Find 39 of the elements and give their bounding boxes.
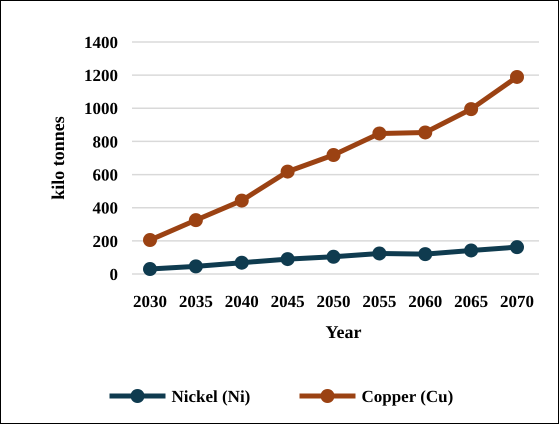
y-tick-label: 1400 bbox=[84, 32, 118, 52]
point bbox=[280, 164, 295, 179]
point bbox=[418, 125, 432, 140]
point bbox=[143, 262, 157, 276]
point bbox=[234, 194, 249, 208]
point bbox=[326, 148, 340, 162]
x-tick-label: 2030 bbox=[133, 292, 167, 311]
y-tick-label: 600 bbox=[92, 166, 118, 185]
point bbox=[188, 213, 203, 228]
point bbox=[234, 256, 249, 270]
legend-label: Nickel (Ni) bbox=[172, 386, 250, 406]
x-tick-label: 2040 bbox=[224, 292, 259, 311]
point bbox=[464, 102, 478, 116]
y-tick-label: 1000 bbox=[84, 99, 118, 118]
point bbox=[372, 126, 386, 140]
y-tick-label: 0 bbox=[110, 264, 118, 284]
legend-label: Copper (Cu) bbox=[362, 386, 454, 406]
point bbox=[280, 252, 295, 266]
x-tick-label: 2055 bbox=[362, 292, 396, 311]
x-axis-title: Year bbox=[326, 322, 362, 342]
y-tick-label: 200 bbox=[92, 232, 118, 251]
x-tick-label: 2070 bbox=[500, 292, 534, 311]
x-tick-label: 2060 bbox=[408, 292, 442, 311]
point bbox=[510, 240, 524, 254]
x-tick-label: 2035 bbox=[178, 292, 213, 311]
point bbox=[464, 243, 478, 258]
y-axis-title: kilo tonnes bbox=[48, 116, 68, 200]
point bbox=[143, 233, 157, 248]
point bbox=[510, 70, 524, 84]
y-tick-label: 400 bbox=[92, 198, 118, 218]
point bbox=[188, 259, 203, 274]
x-tick-label: 2065 bbox=[454, 292, 488, 311]
x-tick-label: 2050 bbox=[316, 292, 350, 311]
point bbox=[418, 247, 432, 262]
point bbox=[372, 246, 386, 260]
x-tick-label: 2045 bbox=[270, 292, 305, 311]
y-tick-label: 800 bbox=[92, 132, 118, 152]
point bbox=[326, 250, 340, 264]
y-tick-label: 1200 bbox=[84, 66, 118, 86]
